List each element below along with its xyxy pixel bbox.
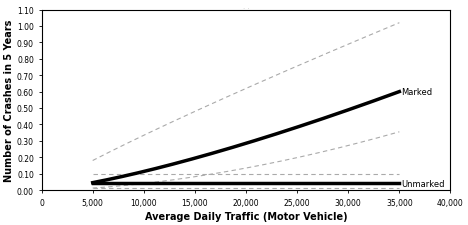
- X-axis label: Average Daily Traffic (Motor Vehicle): Average Daily Traffic (Motor Vehicle): [145, 211, 347, 221]
- Text: Unmarked: Unmarked: [402, 180, 445, 189]
- Title: . .: . .: [242, 4, 249, 10]
- Text: Marked: Marked: [402, 88, 432, 97]
- Y-axis label: Number of Crashes in 5 Years: Number of Crashes in 5 Years: [4, 20, 14, 181]
